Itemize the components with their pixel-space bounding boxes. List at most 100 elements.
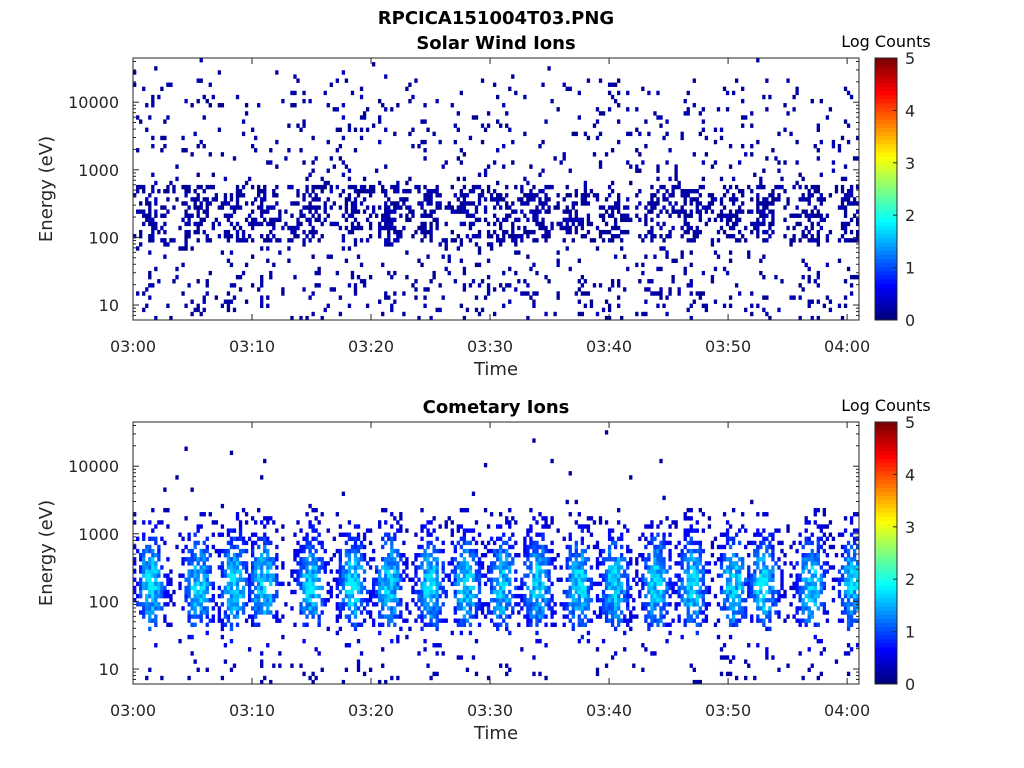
heatmap-cell: [356, 598, 361, 603]
heatmap-cell: [586, 291, 591, 296]
heatmap-cell: [381, 622, 385, 627]
heatmap-cell: [229, 540, 234, 546]
heatmap-cell: [269, 561, 273, 566]
heatmap-cell: [505, 663, 509, 668]
heatmap-cell: [580, 622, 585, 627]
heatmap-cell: [359, 94, 364, 100]
heatmap-cell: [199, 618, 203, 623]
heatmap-cell: [190, 634, 194, 640]
heatmap-cell: [825, 238, 830, 243]
heatmap-cell: [311, 189, 315, 194]
heatmap-cell: [677, 585, 681, 591]
heatmap-cell: [505, 602, 509, 607]
heatmap-cell: [459, 655, 464, 660]
heatmap-cell: [505, 217, 509, 223]
heatmap-cell: [538, 221, 542, 227]
heatmap-cell: [296, 553, 300, 558]
heatmap-cell: [686, 589, 690, 595]
heatmap-cell: [734, 589, 739, 595]
heatmap-cell: [229, 205, 234, 210]
heatmap-cell: [556, 250, 560, 255]
heatmap-cell: [541, 557, 545, 562]
heatmap-cell: [499, 593, 503, 599]
heatmap-cell: [677, 287, 681, 292]
heatmap-cell: [362, 184, 367, 190]
heatmap-cell: [359, 189, 364, 194]
heatmap-cell: [232, 589, 237, 595]
heatmap-cell: [272, 193, 276, 198]
heatmap-cell: [565, 589, 569, 595]
colorbar-segment: [875, 172, 897, 178]
heatmap-cell: [701, 291, 706, 296]
heatmap-cell: [610, 573, 615, 578]
heatmap-cell: [411, 209, 415, 214]
heatmap-cell: [683, 229, 687, 235]
heatmap-cell: [254, 585, 258, 591]
heatmap-cell: [719, 671, 724, 677]
heatmap-cell: [393, 536, 397, 542]
heatmap-cell: [526, 614, 530, 619]
heatmap-cell: [405, 213, 409, 218]
heatmap-cell: [396, 638, 400, 644]
heatmap-cell: [638, 553, 642, 558]
heatmap-cell: [432, 643, 436, 648]
heatmap-cell: [623, 217, 627, 223]
heatmap-cell: [302, 193, 306, 198]
heatmap-cell: [399, 585, 403, 591]
heatmap-cell: [471, 553, 476, 558]
heatmap-cell: [610, 598, 615, 603]
heatmap-cell: [644, 536, 648, 542]
heatmap-cell: [568, 553, 572, 558]
colorbar-segment: [875, 115, 897, 120]
heatmap-cell: [734, 577, 739, 582]
heatmap-cell: [741, 610, 745, 615]
heatmap-cell: [810, 221, 814, 227]
heatmap-cell: [435, 577, 439, 582]
heatmap-cell: [719, 573, 724, 578]
heatmap-cell: [695, 291, 699, 296]
heatmap-cell: [396, 553, 400, 558]
heatmap-cell: [738, 160, 742, 165]
heatmap-cell: [695, 565, 699, 570]
heatmap-cell: [492, 197, 497, 202]
heatmap-cell: [846, 189, 851, 194]
heatmap-cell: [492, 598, 497, 603]
heatmap-cell: [601, 548, 606, 554]
heatmap-cell: [738, 598, 742, 603]
heatmap-cell: [604, 229, 609, 235]
heatmap-cell: [154, 266, 158, 272]
heatmap-cell: [459, 618, 464, 623]
heatmap-cell: [686, 581, 690, 587]
heatmap-cell: [190, 553, 194, 558]
heatmap-cell: [290, 238, 294, 243]
heatmap-cell: [217, 221, 222, 227]
heatmap-cell: [680, 189, 684, 194]
heatmap-cell: [375, 569, 379, 574]
heatmap-cell: [604, 520, 609, 525]
x-tick-label: 03:10: [229, 337, 275, 356]
heatmap-cell: [496, 217, 500, 223]
heatmap-cell: [350, 205, 355, 210]
heatmap-cell: [462, 598, 467, 603]
heatmap-cell: [396, 581, 400, 587]
heatmap-cell: [384, 164, 388, 169]
heatmap-cell: [499, 589, 503, 595]
heatmap-cell: [607, 618, 612, 623]
heatmap-cell: [232, 225, 237, 231]
colorbar-segment: [875, 283, 897, 288]
heatmap-cell: [728, 557, 733, 562]
heatmap-cell: [420, 229, 424, 235]
heatmap-cell: [574, 557, 578, 562]
heatmap-cell: [250, 201, 255, 206]
heatmap-cell: [574, 598, 578, 603]
heatmap-cell: [471, 536, 476, 542]
heatmap-cell: [486, 606, 491, 611]
heatmap-cell: [744, 606, 748, 611]
heatmap-cell: [577, 581, 581, 587]
heatmap-cell: [583, 197, 588, 202]
heatmap-cell: [489, 512, 494, 517]
heatmap-cell: [692, 528, 696, 533]
heatmap-cell: [686, 577, 690, 582]
heatmap-cell: [444, 524, 448, 529]
heatmap-cell: [384, 581, 388, 587]
